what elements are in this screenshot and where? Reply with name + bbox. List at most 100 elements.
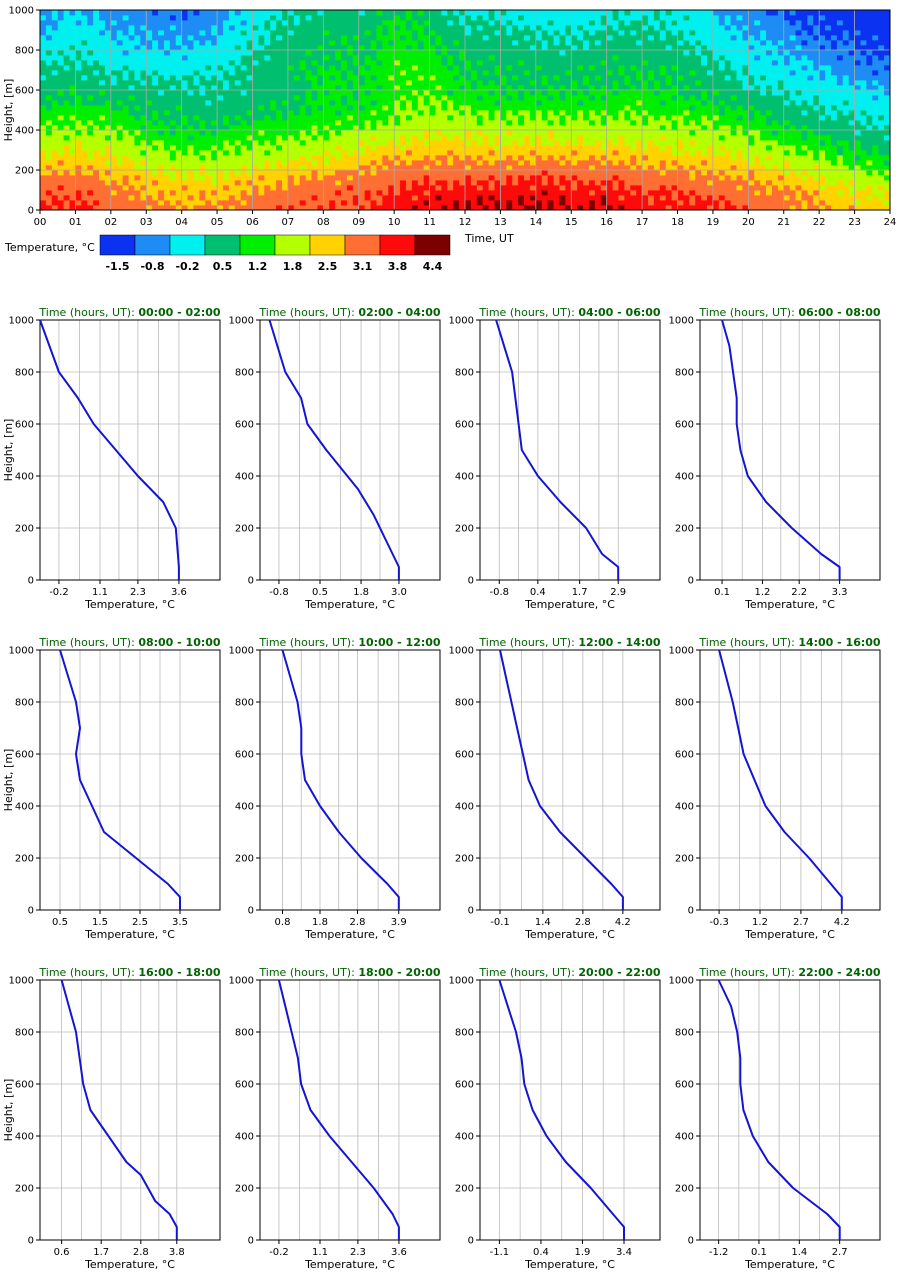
heatmap-cell <box>453 70 460 76</box>
heatmap-cell <box>642 40 649 46</box>
heatmap-cell <box>571 120 578 126</box>
heatmap-cell <box>104 180 112 186</box>
heatmap-cell <box>128 70 135 76</box>
heatmap-cell <box>40 15 47 21</box>
heatmap-cell <box>99 120 106 126</box>
heatmap-cell <box>364 150 371 156</box>
heatmap-cell <box>57 120 65 126</box>
heatmap-cell <box>707 55 714 61</box>
heatmap-cell <box>175 50 183 56</box>
heatmap-cell <box>470 50 478 56</box>
heatmap-cell <box>122 150 129 156</box>
heatmap-cell <box>512 20 519 26</box>
heatmap-cell <box>382 80 389 86</box>
heatmap-cell <box>630 190 637 196</box>
heatmap-cell <box>730 195 737 201</box>
heatmap-cell <box>299 200 307 206</box>
heatmap-cell <box>647 105 655 111</box>
heatmap-cell <box>75 135 82 141</box>
heatmap-cell <box>181 30 188 36</box>
heatmap-cell <box>311 100 318 106</box>
heatmap-cell <box>718 200 726 206</box>
heatmap-cell <box>577 190 584 196</box>
heatmap-cell <box>689 60 696 66</box>
heatmap-cell <box>707 75 714 81</box>
heatmap-cell <box>435 35 442 41</box>
heatmap-cell <box>264 115 271 121</box>
heatmap-cell <box>181 20 188 26</box>
heatmap-cell <box>535 65 543 71</box>
heatmap-cell <box>630 205 637 211</box>
heatmap-cell <box>453 185 460 191</box>
heatmap-cell <box>99 30 106 36</box>
heatmap-cell <box>565 185 572 191</box>
heatmap-cell <box>512 45 519 51</box>
heatmap-cell <box>134 140 141 146</box>
heatmap-cell <box>104 140 112 146</box>
heatmap-cell <box>128 120 135 126</box>
heatmap-cell <box>134 80 141 86</box>
heatmap-cell <box>305 175 312 181</box>
heatmap-cell <box>140 35 147 41</box>
heatmap-cell <box>370 25 377 31</box>
heatmap-cell <box>488 150 495 156</box>
heatmap-cell <box>335 50 342 56</box>
heatmap-cell <box>382 45 389 51</box>
heatmap-cell <box>234 145 242 151</box>
heatmap-cell <box>252 45 259 51</box>
heatmap-cell <box>75 60 82 66</box>
heatmap-cell <box>659 140 667 146</box>
heatmap-cell <box>701 160 708 166</box>
heatmap-cell <box>671 85 678 91</box>
heatmap-cell <box>583 200 590 206</box>
heatmap-cell <box>122 155 129 161</box>
heatmap-cell <box>453 145 460 151</box>
heatmap-cell <box>417 25 425 31</box>
heatmap-cell <box>417 95 425 101</box>
heatmap-cell <box>488 55 495 61</box>
heatmap-cell <box>612 35 619 41</box>
heatmap-cell <box>116 120 124 126</box>
heatmap-cell <box>364 200 371 206</box>
heatmap-cell <box>512 140 519 146</box>
heatmap-cell <box>730 175 737 181</box>
heatmap-cell <box>518 145 525 151</box>
heatmap-cell <box>707 35 714 41</box>
heatmap-cell <box>358 110 366 116</box>
heatmap-cell <box>754 15 761 21</box>
heatmap-cell <box>630 15 637 21</box>
heatmap-cell <box>400 170 407 176</box>
heatmap-cell <box>423 50 430 56</box>
heatmap-cell <box>57 130 65 136</box>
heatmap-cell <box>394 10 401 16</box>
heatmap-cell <box>211 135 218 141</box>
heatmap-cell <box>535 40 543 46</box>
heatmap-cell <box>87 205 94 211</box>
heatmap-cell <box>618 160 625 166</box>
heatmap-cell <box>193 190 200 196</box>
heatmap-cell <box>75 85 82 91</box>
heatmap-cell <box>99 80 106 86</box>
heatmap-cell <box>346 195 354 201</box>
heatmap-cell <box>358 60 366 66</box>
heatmap-cell <box>435 55 442 61</box>
heatmap-cell <box>624 15 631 21</box>
heatmap-cell <box>270 135 277 141</box>
heatmap-cell <box>606 130 613 136</box>
heatmap-cell <box>707 205 714 211</box>
heatmap-cell <box>482 75 490 81</box>
heatmap-cell <box>518 195 525 201</box>
heatmap-cell <box>441 150 448 156</box>
heatmap-cell <box>199 130 206 136</box>
heatmap-cell <box>388 180 395 186</box>
heatmap-cell <box>51 35 59 41</box>
heatmap-cell <box>352 185 360 191</box>
heatmap-cell <box>707 110 714 116</box>
heatmap-cell <box>459 120 466 126</box>
heatmap-cell <box>559 195 566 201</box>
heatmap-cell <box>553 185 560 191</box>
heatmap-cell <box>40 125 47 131</box>
heatmap-cell <box>146 20 153 26</box>
heatmap-cell <box>606 80 613 86</box>
heatmap-cell <box>45 40 53 46</box>
